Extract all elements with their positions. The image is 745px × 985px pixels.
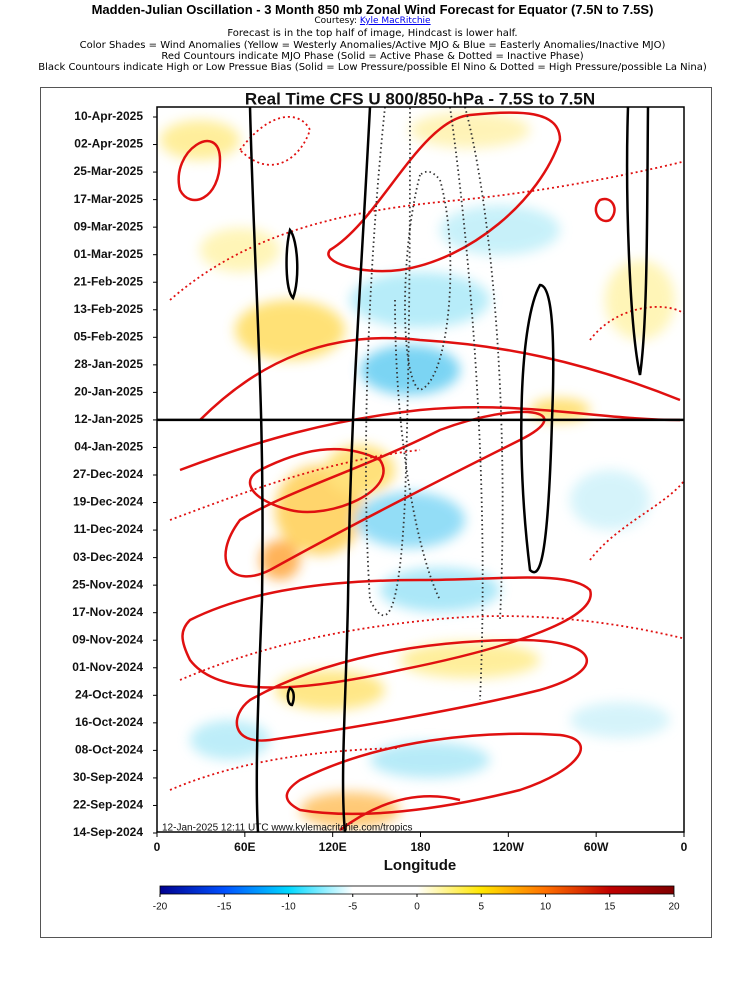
y-tick-label: 22-Sep-2024 xyxy=(73,798,143,812)
x-axis-label: Longitude xyxy=(384,857,456,874)
colorbar-tick-label: -10 xyxy=(281,902,296,913)
y-tick-label: 16-Oct-2024 xyxy=(75,715,143,729)
y-tick-label: 09-Mar-2025 xyxy=(74,219,144,233)
y-tick-label: 27-Dec-2024 xyxy=(73,467,143,481)
colorbar-tick-label: -20 xyxy=(153,902,168,913)
x-tick-label: 0 xyxy=(154,840,161,854)
y-tick-label: 20-Jan-2025 xyxy=(74,385,143,399)
header-line: Black Countours indicate High or Low Pre… xyxy=(38,62,707,73)
header-line: Red Countours indicate MJO Phase (Solid … xyxy=(161,51,584,62)
colorbar-tick-label: 20 xyxy=(668,902,680,913)
wind-field xyxy=(160,107,684,832)
y-tick-label: 03-Dec-2024 xyxy=(73,550,143,564)
colorbar-tick-label: 5 xyxy=(478,902,484,913)
y-tick-label: 10-Apr-2025 xyxy=(74,109,143,123)
header-title: Madden-Julian Oscillation - 3 Month 850 … xyxy=(91,2,654,17)
colorbar-tick-label: -5 xyxy=(348,902,357,913)
y-tick-label: 19-Dec-2024 xyxy=(73,495,143,509)
y-tick-label: 04-Jan-2025 xyxy=(74,440,143,454)
colorbar-tick-label: 0 xyxy=(414,902,420,913)
y-tick-label: 17-Mar-2025 xyxy=(74,192,144,206)
y-tick-label: 09-Nov-2024 xyxy=(72,632,143,646)
courtesy: Courtesy: Kyle MacRitchie xyxy=(0,16,745,26)
chart-title: Real Time CFS U 800/850-hPa - 7.5S to 7.… xyxy=(245,89,595,108)
y-tick-label: 08-Oct-2024 xyxy=(75,743,143,757)
y-tick-label: 24-Oct-2024 xyxy=(75,687,143,701)
x-tick-label: 60W xyxy=(584,840,609,854)
y-tick-label: 05-Feb-2025 xyxy=(74,329,144,343)
y-tick-label: 11-Dec-2024 xyxy=(74,522,144,536)
y-tick-label: 12-Jan-2025 xyxy=(74,412,143,426)
colorbar-tick-label: -15 xyxy=(217,902,232,913)
y-tick-label: 25-Mar-2025 xyxy=(74,164,144,178)
courtesy-label: Courtesy: xyxy=(314,16,358,26)
y-tick-label: 02-Apr-2025 xyxy=(74,137,143,151)
header-line: Forecast is in the top half of image, Hi… xyxy=(227,28,518,39)
colorbar-tick-label: 15 xyxy=(604,902,616,913)
y-tick-label: 28-Jan-2025 xyxy=(74,357,143,371)
header-line: Color Shades = Wind Anomalies (Yellow = … xyxy=(79,40,666,51)
y-tick-label: 17-Nov-2024 xyxy=(72,605,143,619)
colorbar xyxy=(159,885,675,895)
y-tick-label: 25-Nov-2024 xyxy=(72,577,143,591)
y-tick-label: 01-Nov-2024 xyxy=(72,660,143,674)
x-tick-label: 120E xyxy=(319,840,347,854)
footer-stamp: 12-Jan-2025 12:11 UTC www.kylemacritchie… xyxy=(162,823,412,834)
y-tick-label: 13-Feb-2025 xyxy=(74,302,144,316)
courtesy-link[interactable]: Kyle MacRitchie xyxy=(359,16,431,26)
x-tick-label: 0 xyxy=(681,840,688,854)
y-tick-label: 30-Sep-2024 xyxy=(73,770,143,784)
x-tick-label: 180 xyxy=(410,840,430,854)
colorbar-tick-label: 10 xyxy=(540,902,552,913)
y-tick-label: 01-Mar-2025 xyxy=(74,247,144,261)
x-tick-label: 60E xyxy=(234,840,255,854)
y-tick-label: 21-Feb-2025 xyxy=(74,274,144,288)
y-tick-label: 14-Sep-2024 xyxy=(73,825,143,839)
x-tick-label: 120W xyxy=(493,840,525,854)
